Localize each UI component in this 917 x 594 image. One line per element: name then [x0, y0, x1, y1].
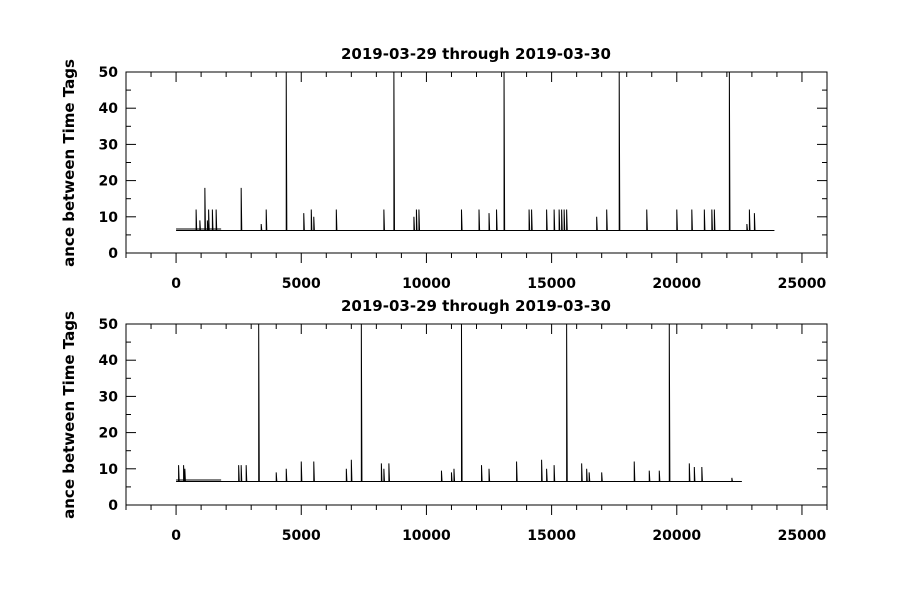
x-tick-label: 20000 — [652, 528, 701, 544]
x-tick-label: 25000 — [778, 276, 827, 292]
chart-title: 2019-03-29 through 2019-03-30 — [341, 45, 611, 63]
chart-title: 2019-03-29 through 2019-03-30 — [341, 297, 611, 315]
y-tick-label: 30 — [99, 137, 119, 153]
chart-panel-bottom: 2019-03-29 through 2019-03-30 ance betwe… — [60, 297, 828, 544]
plot-frame — [125, 71, 828, 254]
y-tick-label: 10 — [99, 462, 119, 478]
x-tick-label: 5000 — [282, 276, 321, 292]
x-tick-label: 20000 — [652, 276, 701, 292]
axis-tick-labels: 0 10 20 30 40 50 0 5000 10000 15000 20000 25000 — [99, 65, 827, 292]
x-tick-label: 25000 — [778, 528, 827, 544]
y-tick-label: 40 — [99, 353, 119, 369]
series-line — [176, 71, 775, 232]
y-axis-label: ance between Time Tags — [60, 59, 78, 267]
plot-frame — [125, 323, 828, 506]
y-tick-label: 50 — [99, 65, 119, 81]
y-tick-label: 10 — [99, 210, 119, 226]
x-tick-label: 15000 — [527, 528, 576, 544]
axis-ticks — [125, 71, 828, 263]
y-tick-label: 20 — [99, 174, 119, 190]
x-tick-label: 0 — [171, 276, 181, 292]
y-tick-label: 0 — [108, 498, 118, 514]
series-line — [176, 323, 742, 482]
y-tick-label: 50 — [99, 317, 119, 333]
y-axis-label: ance between Time Tags — [60, 311, 78, 519]
x-tick-label: 15000 — [527, 276, 576, 292]
x-tick-label: 0 — [171, 528, 181, 544]
axis-tick-labels: 0 10 20 30 40 50 0 5000 10000 15000 20000 25000 — [99, 317, 827, 544]
chart-panel-top: 2019-03-29 through 2019-03-30 ance betwe… — [60, 45, 828, 292]
y-tick-label: 40 — [99, 101, 119, 117]
y-tick-label: 0 — [108, 246, 118, 262]
axis-ticks — [125, 323, 828, 515]
x-tick-label: 5000 — [282, 528, 321, 544]
x-tick-label: 10000 — [402, 276, 451, 292]
x-tick-label: 10000 — [402, 528, 451, 544]
y-tick-label: 20 — [99, 426, 119, 442]
y-tick-label: 30 — [99, 389, 119, 405]
